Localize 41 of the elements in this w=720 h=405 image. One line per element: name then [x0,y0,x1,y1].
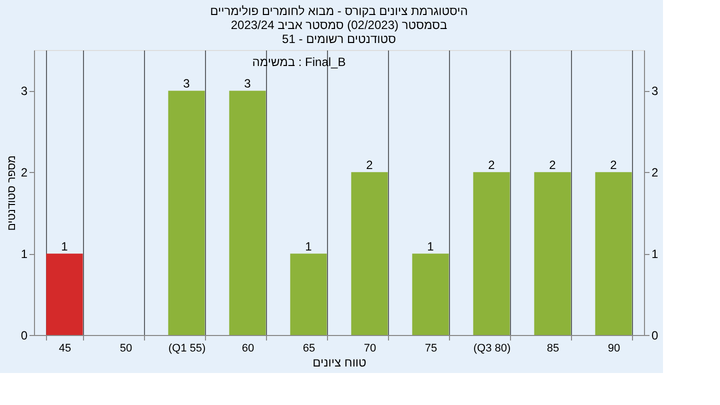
x-tick-label: 60 [242,342,254,354]
data-label: 2 [488,158,496,172]
data-label: 2 [610,158,618,172]
x-tick-label: 45 [58,342,72,354]
x-tick-label: 90 [608,342,620,354]
y2-tick-label: 2 [652,166,658,180]
y-tick-label: 3 [20,84,28,98]
text: סטודנטים רשומים - 51 [282,32,396,46]
bar [46,254,83,335]
x-tick-label: 85 [546,342,560,354]
y2-tick-label: 0 [652,328,658,342]
y-tick-label: 0 [20,328,28,342]
data-label: 1 [427,240,434,254]
data-label: 2 [549,158,556,172]
bar [534,172,571,335]
y2-tick-label: 3 [652,84,658,98]
bar [473,172,510,335]
bar [595,172,632,335]
bar [229,90,266,335]
x-tick-label: (Q1 55) [168,342,206,354]
data-label: 3 [244,76,252,91]
y-axis-title: מספר סטודנטים [6,155,18,231]
x-axis-title: טווח ציונים [312,356,367,370]
y-tick-label: 1 [20,247,28,262]
y2-tick-label: 1 [652,247,658,262]
text: היסטוגרמת ציונים בקורס - מבוא לחומרים פולימריים [210,4,468,18]
x-tick-label: 75 [424,342,438,354]
data-label: 2 [366,158,374,172]
bar [290,254,327,335]
x-tick-label: 50 [120,342,132,354]
data-label: 1 [61,240,68,254]
x-tick-label: 70 [364,342,376,354]
data-label: 1 [305,240,312,254]
text: בסמסטר (02/2023) סמסטר אביב 2023/24 [230,18,448,32]
bar [168,90,205,335]
x-tick-label: (Q3 80) [473,342,511,354]
y-tick-label: 2 [20,166,28,180]
bar [412,254,449,335]
x-tick-label: 65 [302,342,316,354]
bar [351,172,388,335]
data-label: 3 [183,76,190,91]
